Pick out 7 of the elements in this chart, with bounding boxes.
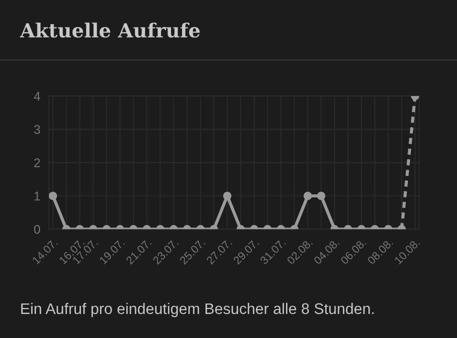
y-tick-label: 0 <box>34 224 40 234</box>
chart-title: Aktuelle Aufrufe <box>20 22 200 38</box>
y-tick-label: 3 <box>34 125 40 134</box>
text: Ein Aufruf pro eindeutigem Besucher alle 8 Stunden. <box>21 302 374 318</box>
y-tick-label: 2 <box>34 158 40 168</box>
y-tick-label: 4 <box>34 92 40 101</box>
y-tick-label: 1 <box>34 192 40 200</box>
